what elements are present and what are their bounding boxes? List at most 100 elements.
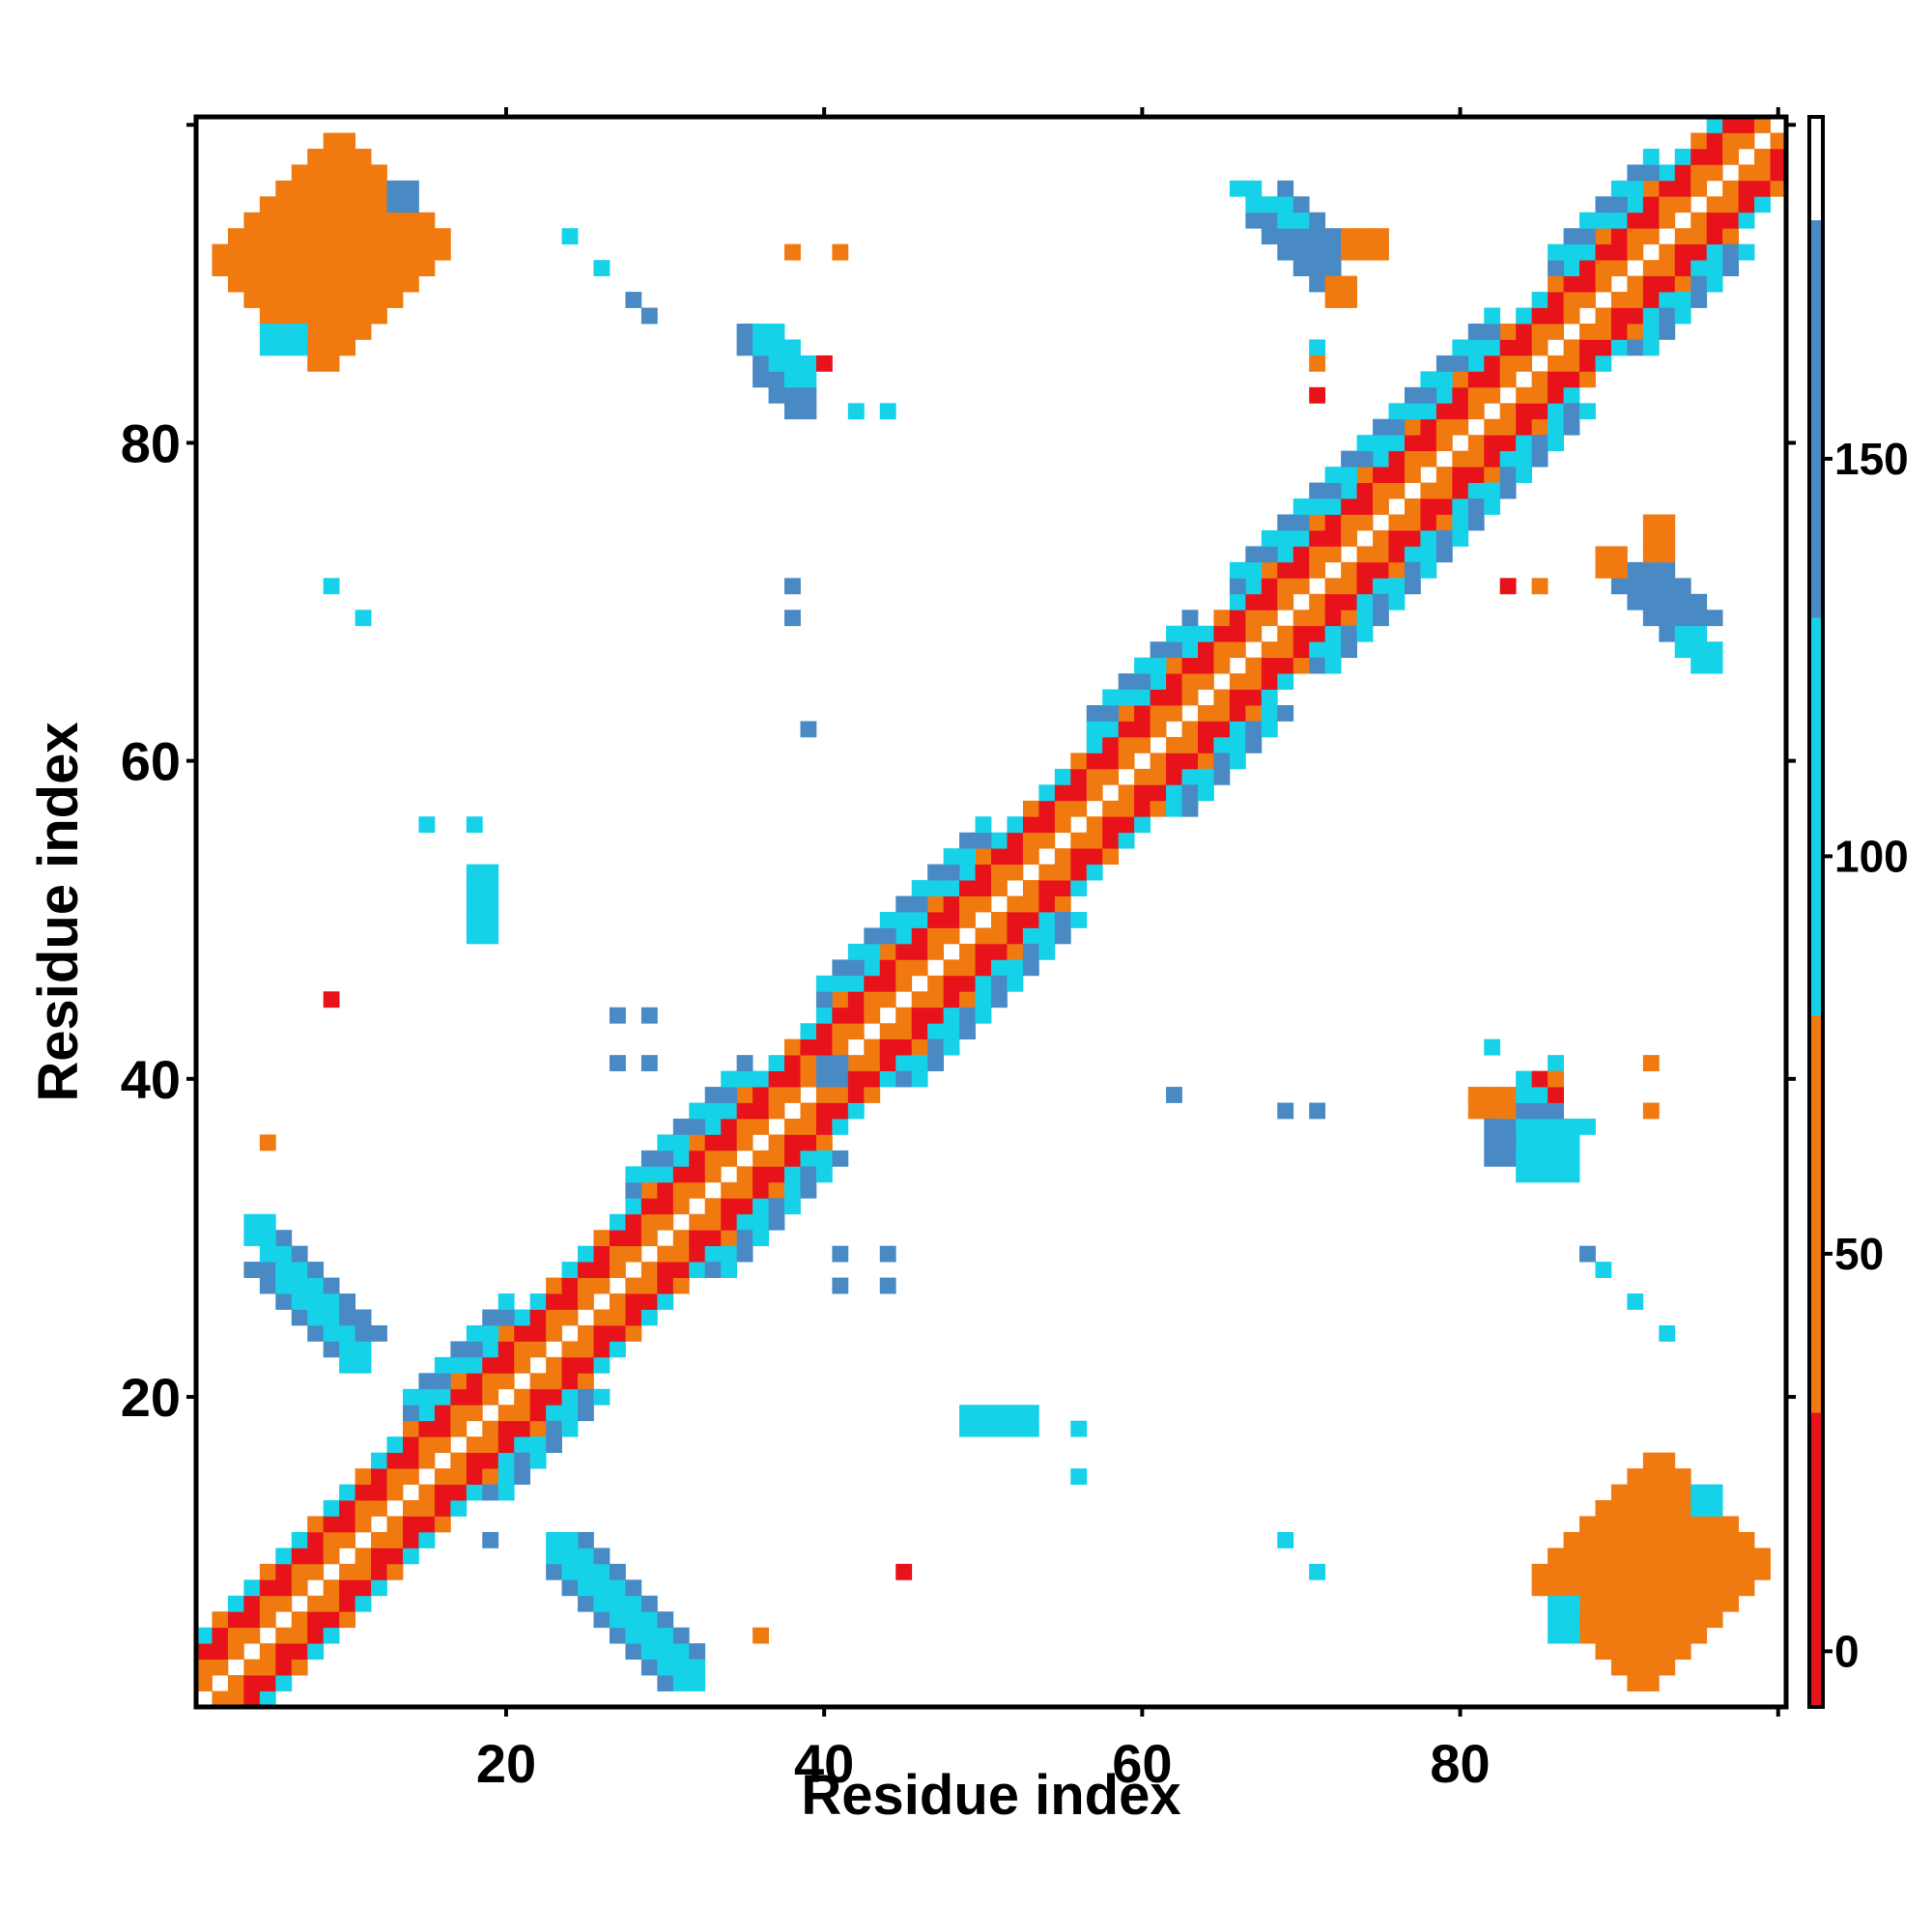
heatmap-cell [959,848,976,866]
heatmap-cell [1690,625,1708,642]
heatmap-cell [672,1118,690,1135]
heatmap-cell [1181,753,1199,770]
heatmap-cell [911,991,928,1009]
heatmap-cell [991,943,1008,960]
heatmap-cell [1309,339,1326,356]
heatmap-cell [355,148,372,165]
heatmap-cell [1627,593,1644,611]
heatmap-cell [1213,705,1231,722]
heatmap-cell [1324,482,1342,499]
heatmap-cell [291,323,308,340]
heatmap-cell [609,1213,626,1231]
heatmap-cell [609,1627,626,1644]
heatmap-cell [815,355,833,372]
heatmap-cell [371,180,387,197]
heatmap-cell [291,1659,308,1676]
heatmap-cell [1674,260,1691,276]
heatmap-cell [1610,228,1628,245]
heatmap-cell [864,1087,881,1103]
heatmap-cell [753,1230,769,1247]
heatmap-cell [1341,561,1357,579]
heatmap-cell [1452,482,1469,499]
heatmap-cell [1054,800,1071,817]
heatmap-cell [1674,292,1691,308]
heatmap-cell [800,1070,817,1088]
heatmap-cell [800,1181,817,1199]
heatmap-cell [371,1324,387,1342]
heatmap-cell [800,386,817,404]
heatmap-cell [879,991,896,1009]
heatmap-cell [975,927,992,945]
heatmap-cell [307,243,325,261]
heatmap-cell [1690,1516,1708,1533]
heatmap-cell [259,1611,276,1629]
heatmap-cell [1309,386,1326,404]
heatmap-cell [1674,578,1691,595]
heatmap-cell [259,1262,276,1278]
heatmap-cell [1484,386,1501,404]
heatmap-cell [386,1531,404,1548]
heatmap-cell [1659,164,1676,182]
heatmap-cell [275,275,293,293]
heatmap-cell [1674,1611,1691,1629]
heatmap-cell [1642,212,1660,229]
heatmap-cell [768,1198,785,1215]
heatmap-cell [768,1150,785,1167]
heatmap-cell [418,1484,436,1501]
heatmap-cell [1579,371,1596,388]
heatmap-cell [847,1023,865,1040]
heatmap-cell [1754,148,1771,165]
heatmap-cell [386,1468,404,1485]
heatmap-cell [1181,673,1199,690]
heatmap-cell [1642,228,1660,245]
heatmap-cell [339,243,355,261]
heatmap-cell [1261,228,1278,245]
heatmap-cell [879,927,896,945]
heatmap-cell [1659,1484,1676,1501]
heatmap-cell [371,1548,387,1565]
heatmap-cell [323,355,340,372]
heatmap-cell [291,1277,308,1294]
heatmap-cell [243,228,261,245]
heatmap-cell [402,1500,419,1517]
heatmap-cell [1261,641,1278,659]
heatmap-cell [402,1452,419,1469]
heatmap-cell [1356,482,1374,499]
heatmap-cell [1706,1579,1723,1597]
heatmap-cell [768,1070,785,1088]
heatmap-cell [847,1070,865,1088]
heatmap-cell [227,1611,244,1629]
heatmap-cell [546,1405,562,1422]
heatmap-cell [1610,180,1628,197]
heatmap-cell [672,1675,690,1691]
heatmap-cell [1659,243,1676,261]
heatmap-cell [355,1356,372,1374]
plot-frame [193,114,1789,1710]
heatmap-cell [323,323,340,340]
heatmap-cell [291,196,308,213]
heatmap-cell [815,1102,833,1120]
heatmap-cell [1277,705,1294,722]
heatmap-cell [1722,148,1740,165]
heatmap-cell [1659,578,1676,595]
heatmap-cell [768,355,785,372]
heatmap-cell [1404,418,1421,436]
heatmap-cell [753,355,769,372]
heatmap-cell [943,975,960,992]
heatmap-cell [1531,307,1548,325]
heatmap-cell [753,1102,769,1120]
heatmap-cell [1531,323,1548,340]
heatmap-cell [1404,403,1421,420]
heatmap-cell [815,1038,833,1056]
heatmap-cell [1404,450,1421,468]
heatmap-cell [1086,816,1103,834]
colorbar-tick-label: 0 [1834,1626,1860,1676]
heatmap-cell [1642,1659,1660,1676]
heatmap-cell [1022,880,1039,896]
heatmap-cell [1499,482,1517,499]
heatmap-cell [1595,1627,1612,1644]
heatmap-cell [1484,323,1501,340]
heatmap-cell [355,307,372,325]
heatmap-cell [1690,1563,1708,1580]
heatmap-cell [259,1277,276,1294]
